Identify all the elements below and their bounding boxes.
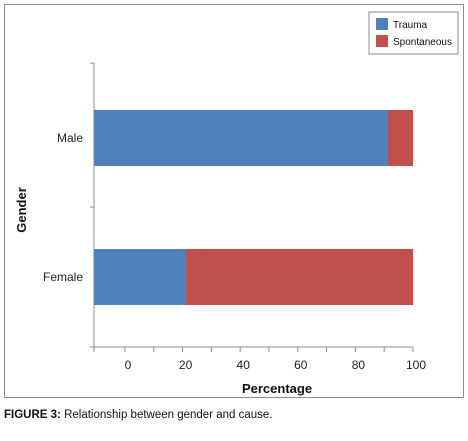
- x-tick-label-20: 20: [179, 358, 193, 372]
- legend-label-trauma: Trauma: [393, 20, 428, 31]
- caption-text: Relationship between gender and cause.: [60, 409, 273, 421]
- y-tick-label-male: Male: [57, 131, 83, 145]
- y-tick-label-female: Female: [43, 270, 83, 284]
- legend-swatch-trauma: [376, 18, 388, 30]
- caption-label: FIGURE 3:: [4, 409, 61, 421]
- chart-legend: Trauma Spontaneous: [368, 11, 459, 55]
- x-tick-label-40: 40: [237, 358, 251, 372]
- chart-plot: 0 20 40 60 80 100 Male Female Percentage Gender T…: [14, 11, 459, 396]
- legend-swatch-spontaneous: [376, 35, 388, 47]
- legend-label-spontaneous: Spontaneous: [393, 37, 452, 48]
- figure-caption: FIGURE 3: Relationship between gender an…: [4, 409, 273, 421]
- x-tick-label-80: 80: [352, 358, 366, 372]
- x-tick-label-0: 0: [125, 358, 132, 372]
- x-axis-title: Percentage: [242, 381, 312, 396]
- bar-female-spontaneous: [185, 249, 413, 305]
- x-tick-label-60: 60: [294, 358, 308, 372]
- x-tick-label-100: 100: [406, 358, 426, 372]
- bar-female-trauma: [94, 249, 186, 305]
- bar-male-spontaneous: [387, 110, 413, 166]
- chart-frame: 0 20 40 60 80 100 Male Female Percentage Gender T…: [4, 4, 464, 398]
- y-axis-title: Gender: [14, 187, 29, 233]
- bar-male-trauma: [94, 110, 388, 166]
